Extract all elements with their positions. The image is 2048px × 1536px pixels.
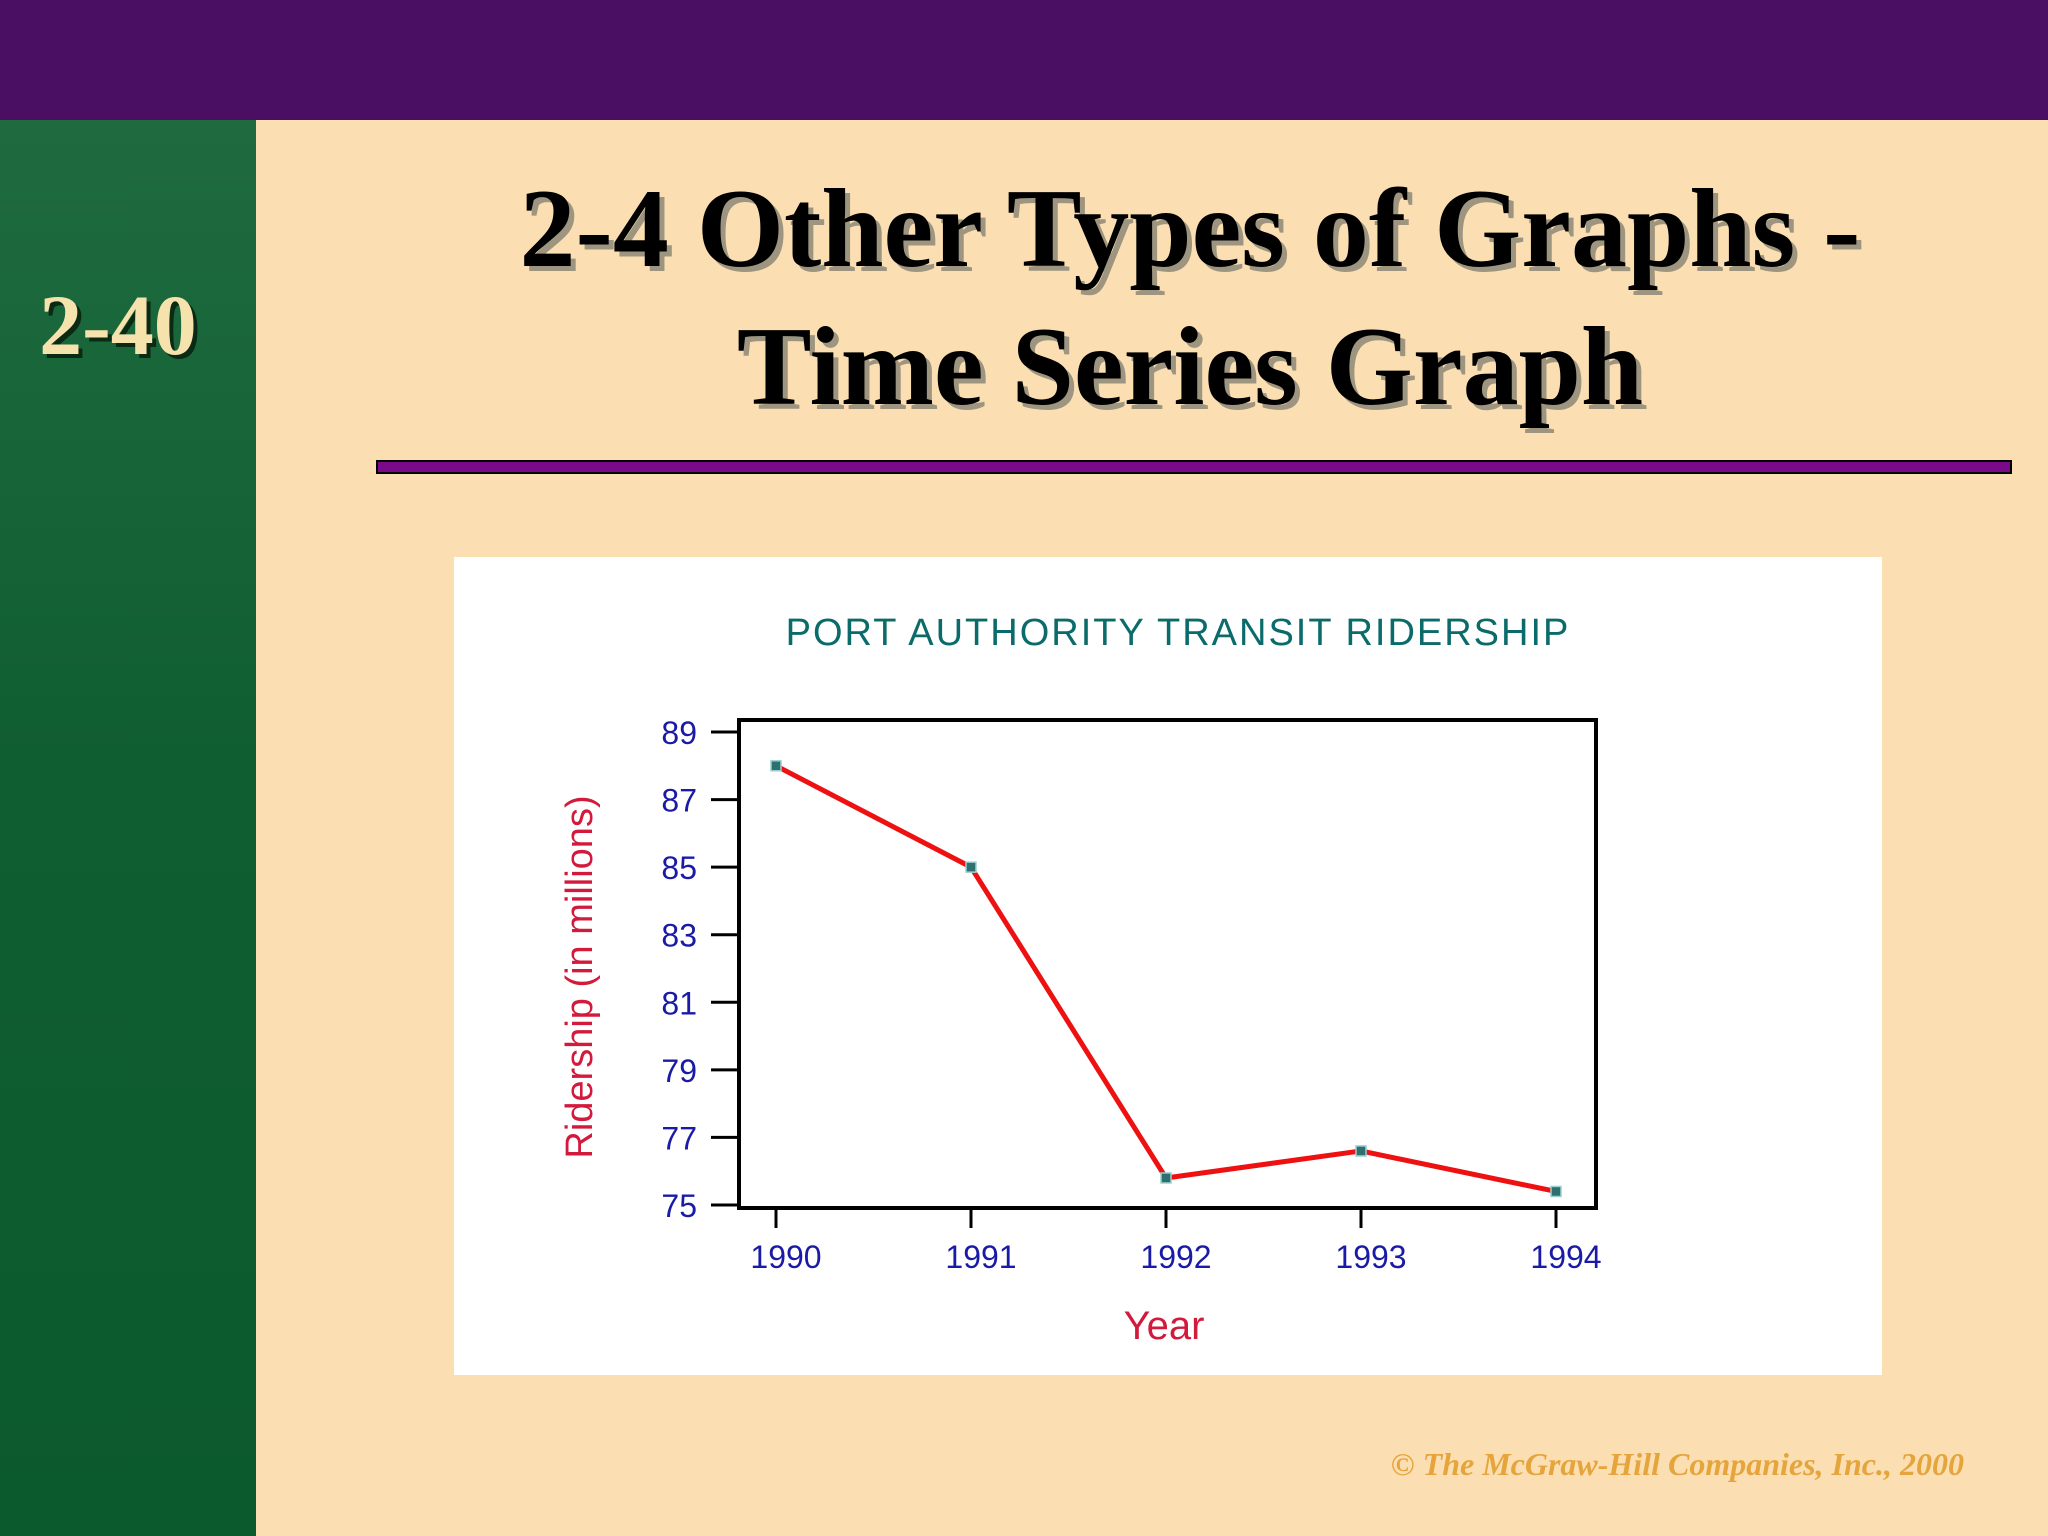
x-tick-label: 1994 xyxy=(1530,1239,1601,1275)
y-tick-label: 85 xyxy=(661,850,697,886)
title-divider xyxy=(376,460,2012,474)
series-marks xyxy=(770,760,1562,1198)
axis-ticks: 75 77 79 81 83 85 87 89 1990 1991 1992 1993 1994 xyxy=(661,715,1601,1275)
slide-title-line-2: Time Series Graph xyxy=(736,305,1644,429)
x-tick-label: 1991 xyxy=(945,1239,1016,1275)
data-point xyxy=(1355,1145,1367,1157)
y-tick-label: 89 xyxy=(661,715,697,751)
y-tick-label: 79 xyxy=(661,1053,697,1089)
chart-title: PORT AUTHORITY TRANSIT RIDERSHIP xyxy=(786,612,1571,654)
y-tick-label: 87 xyxy=(661,783,697,819)
x-tick-label: 1992 xyxy=(1140,1239,1211,1275)
x-tick-label: 1993 xyxy=(1335,1239,1406,1275)
slide-number: 2-40 xyxy=(39,277,197,373)
x-tick-label: 1990 xyxy=(750,1239,821,1275)
plot-frame xyxy=(737,718,1598,1210)
y-tick-label: 81 xyxy=(661,985,697,1021)
y-tick-label: 77 xyxy=(661,1120,697,1156)
data-point xyxy=(770,760,782,772)
side-bar xyxy=(0,120,256,1536)
data-point xyxy=(1160,1172,1172,1184)
chart-panel: PORT AUTHORITY TRANSIT RIDERSHIP Year Ri… xyxy=(454,557,1882,1375)
time-series-chart: PORT AUTHORITY TRANSIT RIDERSHIP Year Ri… xyxy=(559,612,1602,1348)
data-point xyxy=(965,861,977,873)
top-bar xyxy=(0,0,2048,120)
y-tick-label: 75 xyxy=(661,1188,697,1224)
data-point xyxy=(1550,1185,1562,1198)
slide-title-line-1: 2-4 Other Types of Graphs - xyxy=(519,167,1861,291)
x-axis-label: Year xyxy=(1124,1304,1205,1348)
y-tick-label: 83 xyxy=(661,918,697,954)
copyright-notice: © The McGraw-Hill Companies, Inc., 2000 xyxy=(1390,1446,1964,1482)
series-line xyxy=(774,763,1557,1194)
y-axis-label: Ridership (in millions) xyxy=(559,795,601,1158)
slide-title: 2-4 Other Types of Graphs - Time Series … xyxy=(400,160,1980,436)
